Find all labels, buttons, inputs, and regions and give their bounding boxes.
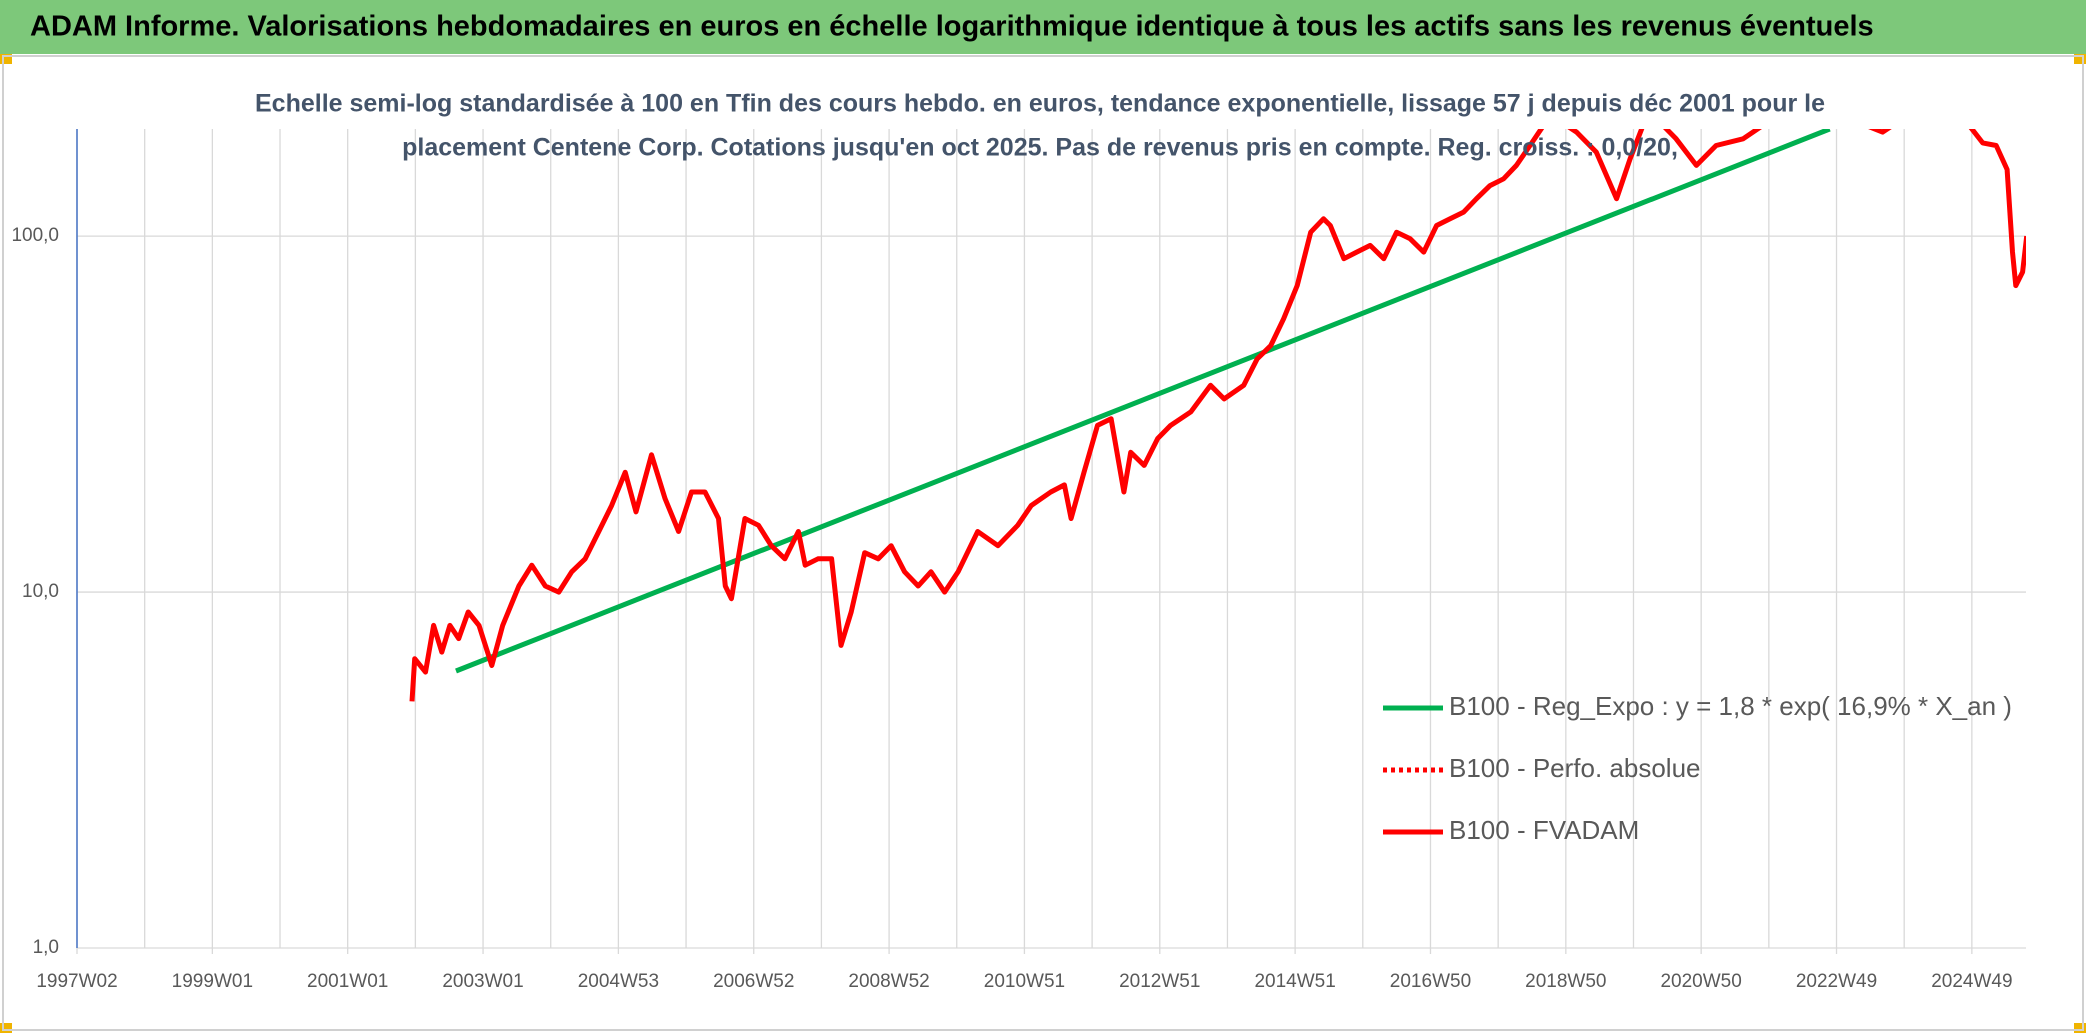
legend-label: B100 - Reg_Expo : y = 1,8 * exp( 16,9% *… — [1449, 691, 2012, 721]
x-tick-label: 2024W49 — [1931, 971, 2012, 992]
y-tick-label: 100,0 — [11, 225, 59, 246]
corner — [0, 54, 12, 64]
x-tick-label: 1997W02 — [36, 971, 117, 992]
x-tick-label: 2018W50 — [1525, 971, 1606, 992]
chart-subtitle: placement Centene Corp. Cotations jusqu'… — [402, 134, 1678, 162]
legend-label: B100 - FVADAM — [1449, 815, 1639, 845]
corner — [2074, 54, 2086, 64]
x-tick-label: 2006W52 — [713, 971, 794, 992]
x-tick-label: 2001W01 — [307, 971, 388, 992]
corner — [0, 1023, 12, 1033]
x-tick-label: 2003W01 — [442, 971, 523, 992]
x-tick-label: 2016W50 — [1390, 971, 1471, 992]
x-tick-label: 1999W01 — [172, 971, 253, 992]
chart-title: ADAM Informe. Valorisations hebdomadaire… — [30, 11, 1874, 43]
legend-label: B100 - Perfo. absolue — [1449, 753, 1701, 783]
y-tick-label: 1,0 — [33, 937, 59, 958]
series-line — [455, 129, 1831, 674]
x-tick-label: 2020W50 — [1660, 971, 1741, 992]
x-tick-label: 2004W53 — [578, 971, 659, 992]
y-tick-label: 10,0 — [22, 581, 59, 602]
x-tick-label: 2014W51 — [1254, 971, 1335, 992]
chart-subtitle: Echelle semi-log standardisée à 100 en T… — [255, 90, 1825, 118]
series-line — [409, 129, 2026, 702]
title-bar — [0, 0, 2086, 54]
x-tick-label: 2022W49 — [1796, 971, 1877, 992]
x-tick-label: 2008W52 — [848, 971, 929, 992]
corner — [2074, 1023, 2086, 1033]
x-tick-label: 2010W51 — [984, 971, 1065, 992]
x-tick-label: 2012W51 — [1119, 971, 1200, 992]
frame — [2, 55, 2084, 1031]
